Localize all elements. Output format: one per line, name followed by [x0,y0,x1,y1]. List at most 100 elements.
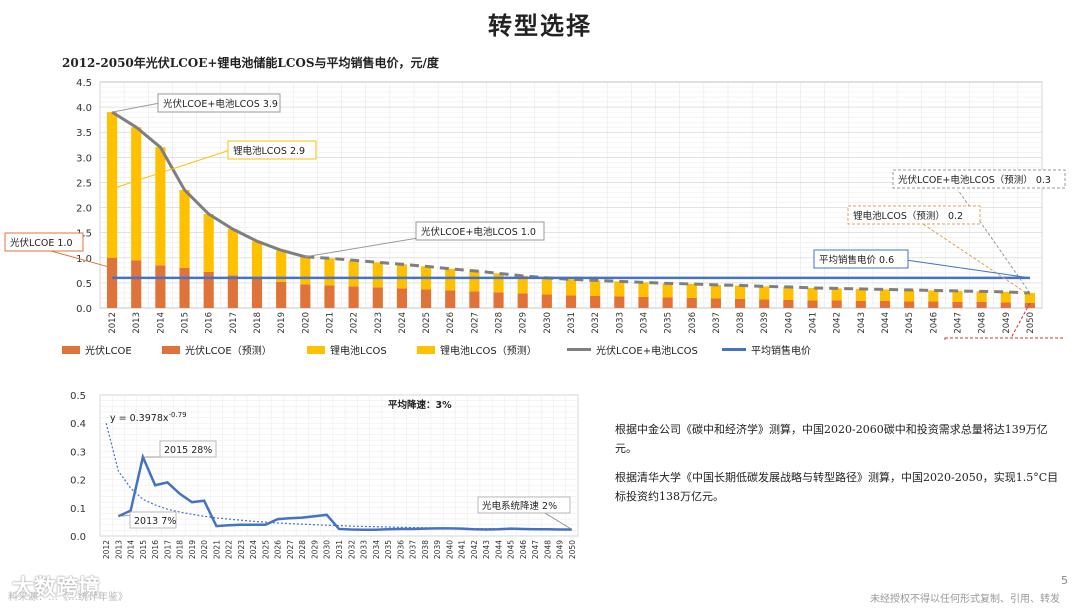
small-callout-box [159,440,217,458]
small-x-tick-label: 2034 [372,540,381,559]
legend-label-battery: 锂电池LCOS [330,346,387,357]
small-x-tick-label: 2045 [507,540,516,559]
bar-battery-lcos [324,258,335,286]
x-tick-label: 2025 [422,312,432,334]
y-tick-label: 0.5 [76,279,92,290]
page-number: 5 [1061,574,1068,587]
small-y-tick-label: 0.2 [70,476,86,487]
avg-decline-label: 平均降速：3% [388,399,452,411]
trend-formula: y = 0.3978x-0.79 [110,411,187,424]
legend-item-price: 平均销售电价 [722,342,811,357]
x-tick-label: 2043 [857,312,867,334]
main-chart: 0.0 0.5 1.0 1.5 2.0 2.5 3.0 3.5 4.0 4.5 2012 2013 2… [4,78,1066,340]
small-x-tick-label: 2044 [494,540,503,559]
x-tick-label: 2028 [495,312,505,334]
x-tick-label: 2035 [664,312,674,334]
bar-pv-lcoe [372,287,383,308]
callout-box [227,140,317,160]
x-tick-label: 2042 [833,312,843,334]
line-total-forecast [305,255,1030,295]
x-tick-label: 2015 [181,312,191,334]
x-tick-label: 2032 [591,312,601,334]
bar-battery-lcos [541,277,552,295]
small-x-tick-label: 2047 [531,540,540,559]
bar-battery-lcos [590,280,601,296]
x-tick-label: 2041 [809,312,819,334]
x-tick-label: 2024 [398,312,408,334]
callout-leader [115,149,231,188]
callout-box [415,221,545,241]
x-tick-label: 2021 [325,312,335,334]
y-tick-label: 1.5 [76,229,92,240]
bar-battery-lcos [396,264,407,289]
notes: 根据中金公司《碳中和经济学》测算，中国2020-2060碳中和投资需求总量将达1… [615,420,1060,516]
x-tick-label: 2016 [205,312,215,334]
x-tick-label: 2045 [905,312,915,334]
x-tick-label: 2044 [881,312,891,334]
small-x-tick-label: 2019 [188,540,197,559]
small-x-tick-label: 2038 [421,540,430,559]
x-tick-label: 2029 [519,312,529,334]
bar-pv-lcoe [348,286,359,308]
x-tick-label: 2017 [229,312,239,334]
y-tick-label: 2.0 [76,204,92,215]
x-tick-label: 2023 [374,312,384,334]
callout-label: 平均销售电价 0.6 [819,254,894,266]
copyright-note: 未经授权不得以任何形式复制、引用、转发 [870,594,1060,605]
main-legend: 光伏LCOE 光伏LCOE（预测） 锂电池LCOS 锂电池LCOS（预测） 光伏… [62,342,902,358]
x-tick-label: 2031 [567,312,577,334]
bar-battery-lcos [952,290,963,302]
small-callout-box [129,511,177,529]
small-x-tick-label: 2022 [225,540,234,559]
legend-label-total: 光伏LCOE+电池LCOS [596,346,698,357]
bar-pv-lcoe [179,267,190,308]
legend-item-total: 光伏LCOE+电池LCOS [567,342,698,357]
small-x-tick-label: 2033 [360,540,369,559]
small-x-tick-label: 2016 [151,540,160,559]
x-tick-label: 2040 [784,312,794,334]
bar-battery-lcos [300,256,311,285]
bar-pv-lcoe [638,296,649,308]
bar-pv-lcoe [324,285,335,308]
small-x-tick-label: 2035 [384,540,393,559]
legend-swatch-battery-forecast [417,345,435,354]
small-x-tick-label: 2024 [249,540,258,559]
bar-pv-lcoe [517,293,528,308]
x-tick-label: 2014 [156,312,166,334]
small-x-tick-label: 2029 [310,540,319,559]
bar-pv-lcoe [855,300,866,308]
bar-pv-lcoe [251,278,263,308]
small-x-tick-label: 2043 [482,540,491,559]
bar-pv-lcoe [541,294,552,308]
small-callout-label: 2013 7% [134,516,176,527]
legend-item-battery-forecast: 锂电池LCOS（预测） [417,342,537,357]
x-tick-label: 2036 [688,312,698,334]
y-tick-label: 4.0 [76,103,92,114]
small-x-tick-label: 2015 [139,540,148,559]
bar-pv-lcoe [904,301,915,308]
callout-box [944,337,1064,340]
small-callout-box [477,496,571,514]
bar-pv-lcoe [1000,302,1011,308]
legend-item-battery: 锂电池LCOS [307,342,387,357]
small-y-tick-label: 0.3 [70,447,86,458]
legend-label-pv-forecast: 光伏LCOE（预测） [185,346,272,357]
small-x-tick-label: 2020 [200,540,209,559]
bar-battery-lcos [565,279,577,296]
bar-battery-lcos [855,288,866,301]
page-title: 转型选择 [488,12,592,40]
bar-battery-lcos [372,262,383,288]
bar-pv-lcoe [565,295,577,308]
callout-box [157,93,281,113]
small-x-tick-label: 2026 [274,540,283,559]
small-x-tick-label: 2018 [176,540,185,559]
note-1: 根据中金公司《碳中和经济学》测算，中国2020-2060碳中和投资需求总量将达1… [615,423,1048,455]
bar-battery-lcos [493,273,504,293]
x-tick-label: 2047 [953,312,963,334]
legend-label-pv: 光伏LCOE [85,346,132,357]
legend-item-pv: 光伏LCOE [62,342,132,357]
small-x-tick-label: 2036 [396,540,405,559]
small-y-tick-label: 0.1 [70,504,86,515]
bar-battery-lcos [928,290,939,302]
bar-battery-lcos [227,229,238,276]
